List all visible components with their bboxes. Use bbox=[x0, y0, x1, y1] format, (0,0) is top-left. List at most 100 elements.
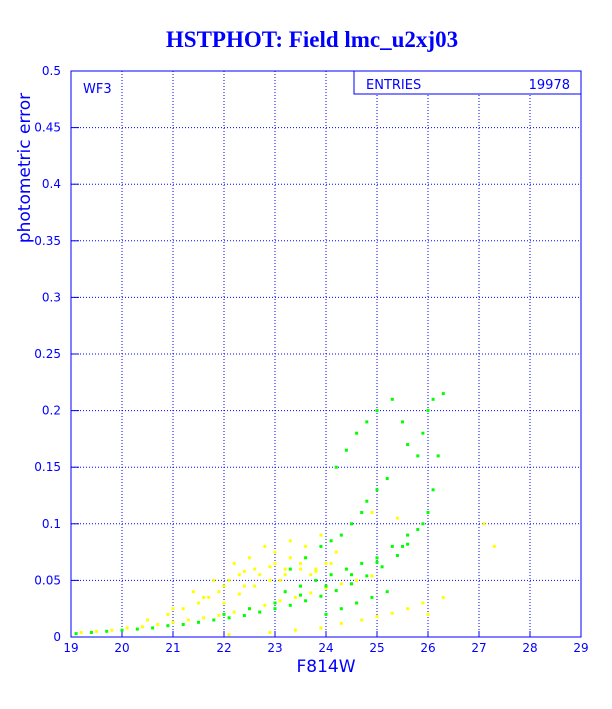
data-point-series-0 bbox=[222, 601, 226, 605]
data-point-series-1 bbox=[344, 567, 348, 571]
data-point-series-1 bbox=[406, 533, 410, 537]
data-point-series-0 bbox=[319, 626, 323, 630]
data-point-series-0 bbox=[242, 584, 246, 588]
data-point-series-0 bbox=[242, 569, 246, 573]
data-point-series-0 bbox=[186, 618, 190, 622]
data-point-series-1 bbox=[416, 528, 420, 531]
data-point-series-0 bbox=[283, 567, 287, 571]
stats-label: ENTRIES bbox=[366, 78, 421, 93]
data-point-series-1 bbox=[395, 554, 399, 557]
y-tick-label: 0.05 bbox=[34, 573, 61, 587]
data-point-series-0 bbox=[293, 595, 297, 599]
data-point-series-1 bbox=[355, 601, 359, 605]
data-point-series-0 bbox=[324, 586, 328, 590]
data-point-series-1 bbox=[288, 603, 292, 607]
data-point-series-0 bbox=[355, 578, 359, 582]
data-point-series-0 bbox=[370, 574, 374, 578]
chart-title: HSTPHOT: Field lmc_u2xj03 bbox=[166, 27, 458, 52]
data-point-series-0 bbox=[288, 539, 292, 543]
data-point-series-1 bbox=[339, 607, 343, 611]
data-point-series-0 bbox=[268, 565, 272, 569]
data-point-series-1 bbox=[375, 560, 379, 564]
data-point-series-0 bbox=[492, 544, 496, 548]
stats-value: 19978 bbox=[529, 78, 570, 93]
data-point-series-1 bbox=[299, 593, 302, 597]
data-point-series-1 bbox=[431, 397, 435, 401]
data-point-series-0 bbox=[421, 601, 425, 605]
data-point-series-0 bbox=[181, 607, 185, 611]
data-point-series-1 bbox=[74, 632, 78, 636]
data-point-series-1 bbox=[385, 590, 389, 594]
data-point-series-1 bbox=[350, 582, 353, 586]
data-point-series-1 bbox=[314, 578, 318, 582]
x-tick-label: 20 bbox=[114, 641, 129, 655]
data-point-series-1 bbox=[304, 556, 308, 560]
data-point-series-0 bbox=[283, 573, 287, 577]
data-point-series-0 bbox=[324, 561, 328, 565]
data-point-series-1 bbox=[365, 574, 369, 578]
data-point-series-0 bbox=[375, 615, 379, 619]
data-point-series-1 bbox=[365, 420, 369, 424]
data-point-series-1 bbox=[319, 544, 323, 548]
data-point-series-1 bbox=[441, 392, 445, 396]
data-point-series-0 bbox=[191, 590, 195, 594]
data-point-series-0 bbox=[140, 625, 144, 629]
data-point-series-1 bbox=[135, 627, 139, 631]
data-point-series-0 bbox=[278, 599, 282, 603]
data-point-series-1 bbox=[385, 477, 389, 480]
data-point-series-0 bbox=[268, 578, 272, 582]
data-point-series-0 bbox=[202, 616, 206, 620]
data-point-series-1 bbox=[242, 614, 246, 617]
data-point-series-1 bbox=[355, 431, 359, 435]
data-point-series-0 bbox=[314, 567, 318, 571]
data-point-series-0 bbox=[227, 633, 231, 637]
data-point-series-0 bbox=[227, 578, 231, 582]
y-tick-label: 0 bbox=[53, 630, 61, 644]
x-tick-label: 27 bbox=[471, 641, 486, 655]
data-point-series-0 bbox=[314, 569, 318, 573]
data-point-series-1 bbox=[212, 618, 216, 622]
data-point-series-0 bbox=[197, 601, 200, 605]
data-point-series-1 bbox=[401, 420, 404, 424]
data-point-series-0 bbox=[329, 561, 333, 565]
x-tick-label: 25 bbox=[369, 641, 384, 655]
data-point-series-1 bbox=[329, 573, 333, 577]
y-tick-labels: 0 0.05 0.1 0.15 0.2 0.25 0.3 0.35 0.4 0.45 0.5 bbox=[34, 64, 61, 644]
data-point-series-0 bbox=[237, 573, 241, 577]
data-point-series-1 bbox=[339, 533, 343, 537]
data-point-series-0 bbox=[110, 628, 114, 632]
data-point-series-0 bbox=[232, 610, 236, 614]
data-point-series-1 bbox=[350, 573, 353, 577]
plot-frame bbox=[70, 70, 582, 638]
data-point-series-0 bbox=[339, 582, 343, 586]
data-point-series-0 bbox=[253, 567, 257, 571]
data-point-series-1 bbox=[151, 626, 155, 630]
y-tick-label: 0.3 bbox=[42, 290, 61, 304]
data-point-series-1 bbox=[324, 584, 328, 588]
data-point-series-1 bbox=[329, 539, 333, 543]
stats-box bbox=[353, 70, 582, 95]
data-point-series-0 bbox=[146, 618, 149, 622]
data-point-series-1 bbox=[370, 595, 374, 599]
data-point-series-0 bbox=[156, 623, 160, 626]
data-point-series-0 bbox=[217, 614, 221, 617]
x-tick-label: 19 bbox=[63, 641, 78, 655]
data-point-series-0 bbox=[426, 612, 430, 616]
x-tick-label: 29 bbox=[573, 641, 588, 655]
data-point-series-0 bbox=[390, 611, 394, 615]
x-tick-label: 24 bbox=[318, 641, 333, 655]
data-point-series-1 bbox=[375, 488, 379, 492]
data-point-series-1 bbox=[288, 567, 292, 571]
data-point-series-0 bbox=[339, 621, 343, 625]
data-point-series-0 bbox=[237, 592, 241, 596]
data-point-series-0 bbox=[95, 629, 98, 633]
data-point-series-1 bbox=[375, 409, 379, 413]
data-point-series-0 bbox=[79, 631, 83, 634]
data-point-series-0 bbox=[202, 595, 206, 599]
data-point-series-1 bbox=[324, 612, 328, 616]
data-point-series-1 bbox=[350, 522, 353, 526]
data-point-series-0 bbox=[248, 556, 251, 560]
data-point-series-0 bbox=[125, 626, 129, 630]
data-point-series-1 bbox=[426, 409, 430, 413]
data-point-series-1 bbox=[248, 607, 251, 611]
